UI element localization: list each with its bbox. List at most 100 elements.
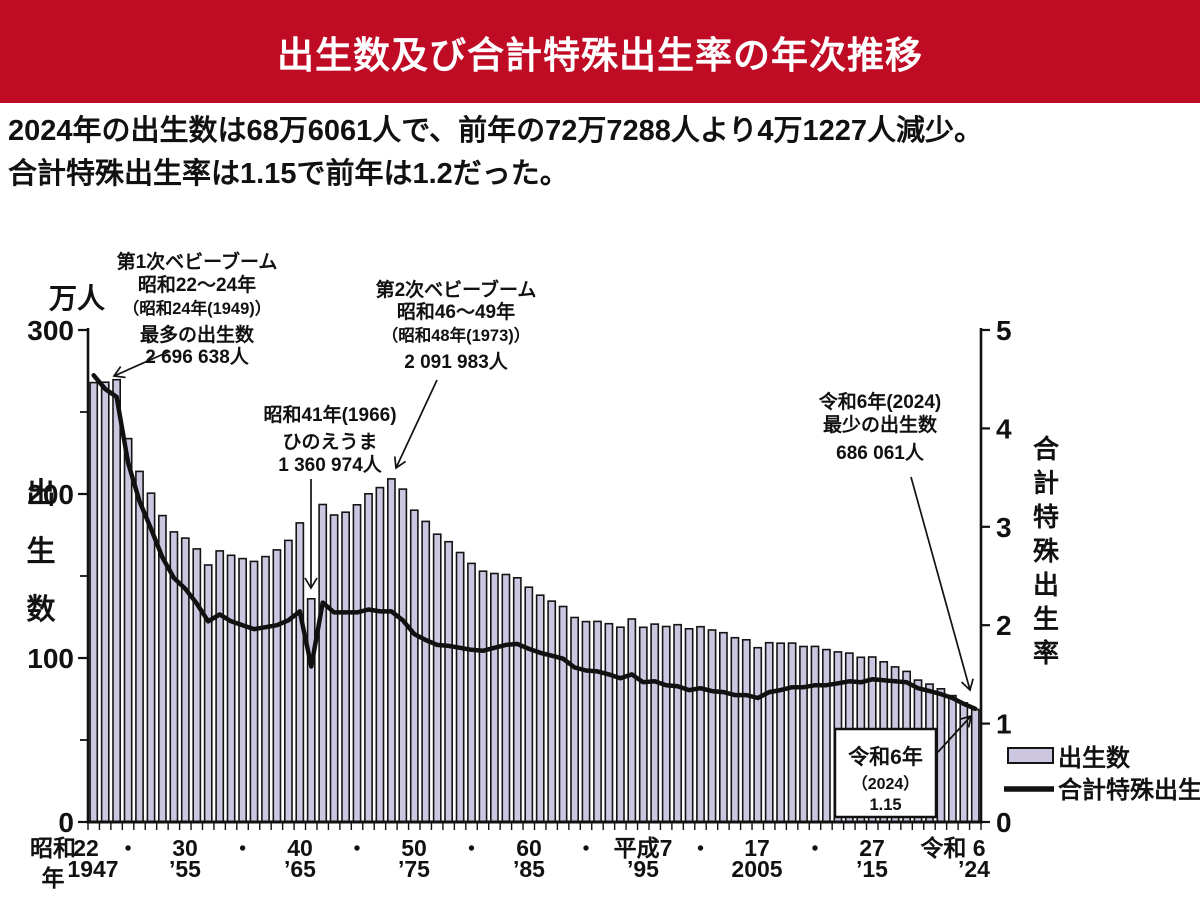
bar-2001: [707, 629, 717, 823]
bar-1968: [329, 514, 339, 823]
left-tick-label-300: 300: [27, 315, 74, 346]
x-era-label: 30: [172, 835, 198, 861]
bar-2000: [696, 625, 705, 823]
annotation-fewest-births-line-2: 686 061人: [836, 442, 925, 464]
bar-1960: [238, 557, 247, 823]
x-axis-labels: 昭和22 30 40 50 60 平成7 17 27 令和 6 年 1947 ’55 ’65 ’75 ’85…: [30, 835, 990, 891]
bar-1977: [432, 533, 442, 823]
bar-1983: [501, 573, 511, 823]
right-tick-label-5: 5: [996, 315, 1012, 346]
banner: 出生数及び合計特殊出生率の年次推移: [0, 0, 1200, 103]
bar-1963: [272, 549, 282, 823]
bar-1948: [100, 381, 110, 823]
bar-2011: [821, 648, 831, 823]
x-dot-1990: [583, 845, 589, 851]
x-year-label: ’85: [513, 856, 545, 882]
bar-1969: [341, 511, 350, 823]
annotation-first-baby-boom-line-1: 昭和22～24年: [138, 273, 256, 296]
x-era-label: 令和 6: [920, 835, 985, 861]
bar-1966: [306, 597, 316, 823]
axes: [78, 328, 990, 830]
bar-1956: [192, 548, 202, 823]
x-year-label: ’95: [627, 856, 659, 882]
bar-1986: [535, 594, 545, 823]
bar-2010: [810, 645, 820, 823]
x-era-label: 昭和: [30, 835, 76, 861]
annotation-second-baby-boom-line-2: （昭和48年(1973)）: [382, 325, 531, 345]
legend-line-label: 合計特殊出生率: [1058, 776, 1200, 804]
callout-line-2: 1.15: [869, 796, 901, 814]
annotation-hinoeuma-line-2: 1 360 974人: [278, 454, 383, 476]
bar-1997: [661, 625, 671, 823]
x-year-label: ’24: [958, 856, 990, 882]
x-dot-2000: [697, 845, 704, 851]
callout-line-0: 令和6年: [848, 745, 923, 769]
annotation-second-baby-boom-line-0: 第2次ベビーブーム: [376, 278, 537, 301]
bar-1976: [421, 520, 431, 823]
bar-1994: [627, 618, 637, 823]
bar-1957: [203, 564, 213, 823]
left-axis-title-char: 出: [26, 477, 55, 510]
x-dot-1970: [354, 845, 360, 851]
left-axis-title-char: 生: [26, 535, 55, 568]
right-axis-title-char: 特: [1033, 502, 1059, 532]
bar-1996: [650, 623, 660, 823]
bar-1972: [375, 486, 385, 823]
bar-1979: [455, 551, 465, 823]
bar-1952: [146, 492, 156, 823]
bar-2024: [970, 708, 980, 823]
bar-1961: [249, 560, 259, 823]
right-axis-title-char: 殊: [1033, 536, 1060, 566]
right-axis-title-char: 生: [1033, 604, 1059, 634]
annotation-first-baby-boom-line-2: （昭和24年(1949)）: [123, 298, 272, 318]
bar-1992: [604, 622, 614, 823]
left-axis-unit-label: 万人: [49, 283, 105, 314]
annotation-first-baby-boom-line-0: 第1次ベビーブーム: [117, 250, 278, 273]
x-dot-1960: [239, 845, 246, 851]
bar-1947: [89, 381, 99, 823]
bar-2003: [730, 636, 740, 823]
x-era-label: 40: [287, 835, 313, 861]
annotation-first-baby-boom-line-3: 最多の出生数: [140, 323, 255, 346]
annotation-first-baby-boom-arrow: [112, 351, 169, 379]
bar-1973: [386, 478, 396, 823]
x-era-label: 50: [401, 835, 427, 861]
bar-1970: [352, 503, 362, 823]
bar-1962: [261, 555, 270, 823]
bar-1964: [283, 539, 293, 823]
x-dot-2010: [812, 845, 818, 851]
bar-1981: [478, 570, 488, 823]
x-year-label: 1947: [67, 856, 118, 882]
callout-2024-tfr: 令和6年 （2024） 1.15: [833, 714, 973, 819]
legend-bar-swatch: [1007, 747, 1054, 764]
left-tick-label-200: 200: [27, 479, 74, 510]
tfr-line: [91, 373, 978, 712]
bar-1990: [581, 620, 591, 823]
annotation-hinoeuma-line-0: 昭和41年(1966): [263, 403, 396, 426]
legend-bar-label: 出生数: [1058, 745, 1131, 772]
bar-2005: [753, 646, 763, 823]
x-era-label: 22: [73, 835, 99, 861]
annotation-second-baby-boom-line-3: 2 091 983人: [404, 351, 509, 373]
bar-2008: [787, 642, 797, 823]
annotation-fewest-births-line-1: 最少の出生数: [823, 413, 938, 436]
x-year-label: ’75: [398, 856, 430, 882]
x-year-label: ’65: [284, 856, 316, 882]
bar-1989: [570, 616, 579, 823]
bar-1955: [180, 537, 190, 823]
x-era-label: 60: [516, 835, 542, 861]
bar-1978: [444, 540, 453, 823]
bars-series: [89, 378, 980, 823]
lead-text: 2024年の出生数は68万6061人で、前年の72万7288人より4万1227人…: [8, 110, 1188, 196]
annotation-fewest-births: 令和6年(2024)最少の出生数 686 061人: [819, 390, 974, 692]
left-tick-label-0: 0: [58, 807, 74, 838]
bar-1959: [226, 554, 236, 823]
bar-2002: [718, 631, 728, 823]
right-axis-title-char: 合: [1033, 434, 1060, 464]
right-tick-label-0: 0: [996, 807, 1012, 838]
annotation-fewest-births-line-0: 令和6年(2024): [819, 390, 942, 413]
bar-1984: [512, 576, 522, 823]
page-title: 出生数及び合計特殊出生率の年次推移: [277, 34, 923, 76]
